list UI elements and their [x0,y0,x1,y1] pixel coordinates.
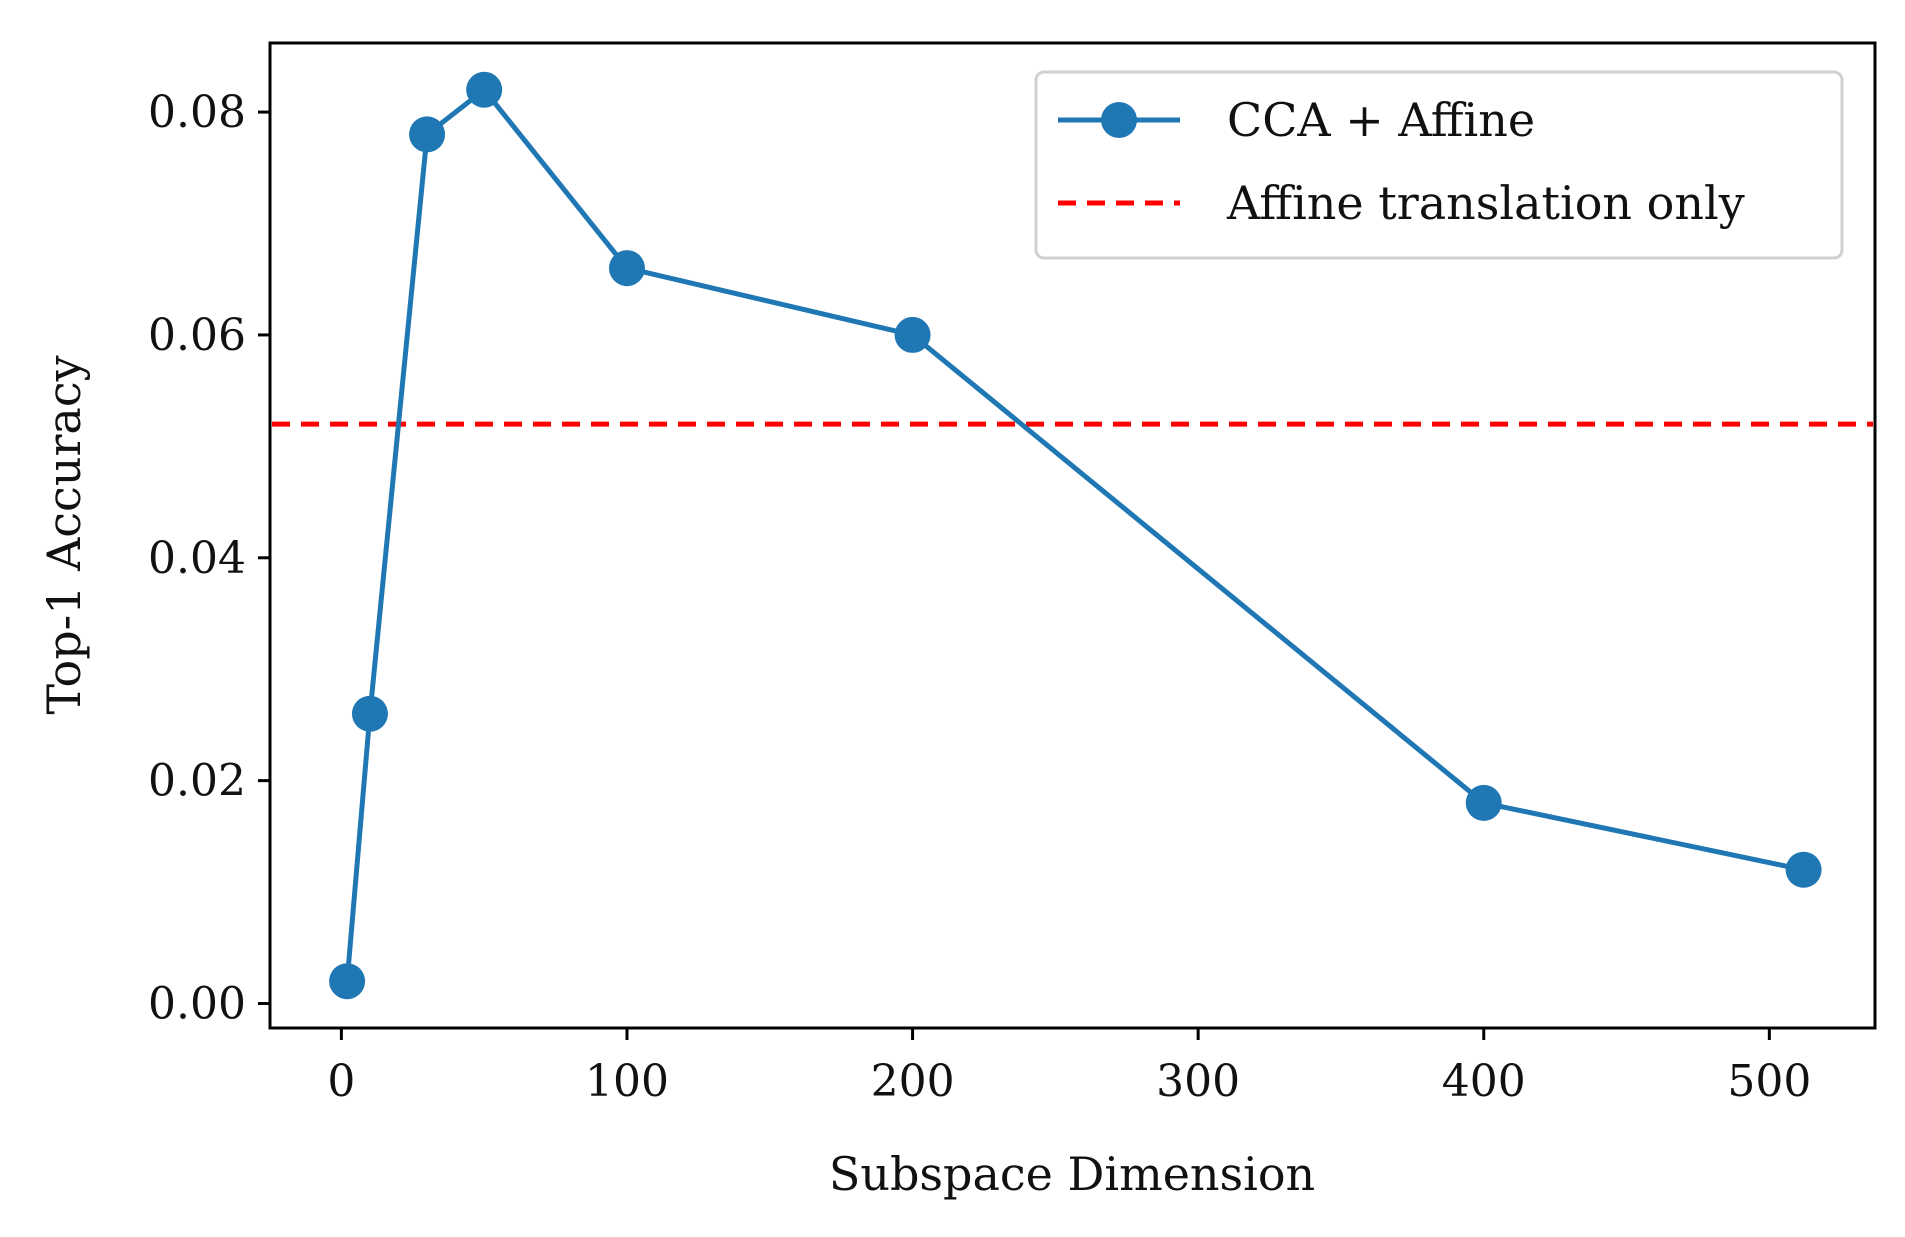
cca-affine-series-line [344,87,1807,984]
cca-affine-data-point [1785,851,1822,888]
x-axis-label: Subspace Dimension [829,1147,1315,1201]
y-tick-label: 0.04 [148,533,246,584]
cca-affine-data-point [351,695,388,732]
cca-affine-data-point [1465,784,1502,821]
cca-affine-data-point [409,116,446,153]
y-axis-label: Top-1 Accuracy [37,355,91,714]
cca-affine-data-point [466,71,503,108]
y-tick-label: 0.08 [148,87,246,138]
legend-affine-only-label: Affine translation only [1226,176,1745,230]
y-tick-label: 0.06 [148,310,246,361]
y-tick-label: 0.00 [148,978,246,1029]
y-axis-ticks: 0.00 0.02 0.04 0.06 0.08 [148,87,270,1029]
x-axis-ticks: 0 100 200 300 400 500 [327,1028,1811,1107]
plot-frame [268,41,1877,1030]
series-markers [329,71,1822,1000]
cca-affine-data-point [329,963,366,1000]
y-tick-label: 0.02 [148,756,246,807]
x-tick-label: 300 [1156,1056,1240,1107]
cca-affine-data-point [894,316,931,353]
legend: CCA + Affine Affine translation only [1034,70,1844,260]
legend-cca-affine-label: CCA + Affine [1227,93,1535,147]
legend-cca-affine-marker [1101,102,1137,138]
x-tick-label: 0 [327,1056,355,1107]
x-tick-label: 100 [585,1056,669,1107]
legend-box [1034,70,1844,260]
x-tick-label: 500 [1727,1056,1811,1107]
series-lines [344,87,1807,984]
x-tick-label: 400 [1442,1056,1526,1107]
cca-affine-data-point [608,250,645,287]
x-tick-label: 200 [871,1056,955,1107]
